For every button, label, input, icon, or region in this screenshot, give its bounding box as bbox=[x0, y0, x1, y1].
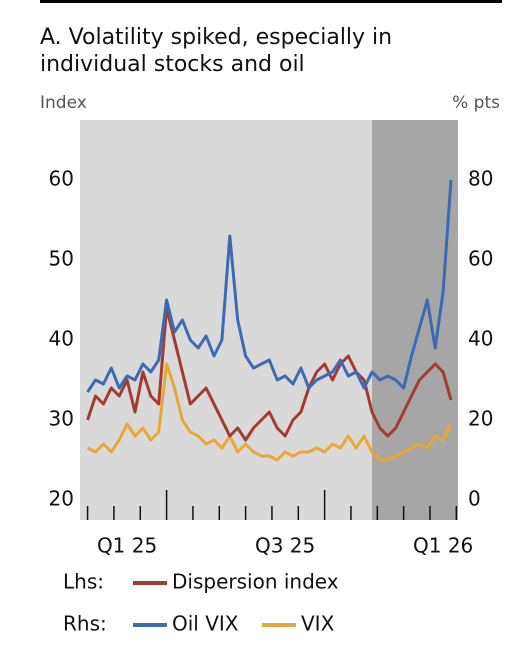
y2-tick-label: 20 bbox=[468, 407, 493, 431]
x-tick-label: Q3 25 bbox=[255, 534, 315, 558]
chart-title: individual stocks and oil bbox=[40, 52, 305, 77]
y-tick-label: 30 bbox=[49, 407, 74, 431]
series-line bbox=[86, 179, 453, 393]
shaded-period bbox=[372, 120, 458, 520]
y-tick-label: 20 bbox=[49, 487, 74, 511]
legend-label: VIX bbox=[301, 612, 335, 636]
x-tick-label: Q1 26 bbox=[413, 534, 473, 558]
y-axis-label: Index bbox=[40, 93, 87, 113]
y-tick-label: 40 bbox=[49, 327, 74, 351]
y-tick-label: 50 bbox=[49, 247, 74, 271]
legend-label: Oil VIX bbox=[172, 612, 239, 636]
x-tick-label: Q1 25 bbox=[97, 534, 157, 558]
series-line bbox=[86, 362, 453, 462]
legend-group-label: Lhs: bbox=[63, 570, 104, 594]
y2-tick-label: 60 bbox=[468, 247, 493, 271]
legend-group-label: Rhs: bbox=[63, 612, 107, 636]
series-line bbox=[86, 306, 453, 442]
top-rule bbox=[40, 0, 502, 3]
y2-axis-label: % pts bbox=[452, 93, 500, 113]
y2-tick-label: 40 bbox=[468, 327, 493, 351]
y2-tick-label: 80 bbox=[468, 167, 493, 191]
y2-tick-label: 0 bbox=[468, 487, 481, 511]
legend-label: Dispersion index bbox=[172, 570, 339, 594]
chart-title: A. Volatility spiked, especially in bbox=[40, 25, 392, 50]
y-tick-label: 60 bbox=[49, 167, 74, 191]
